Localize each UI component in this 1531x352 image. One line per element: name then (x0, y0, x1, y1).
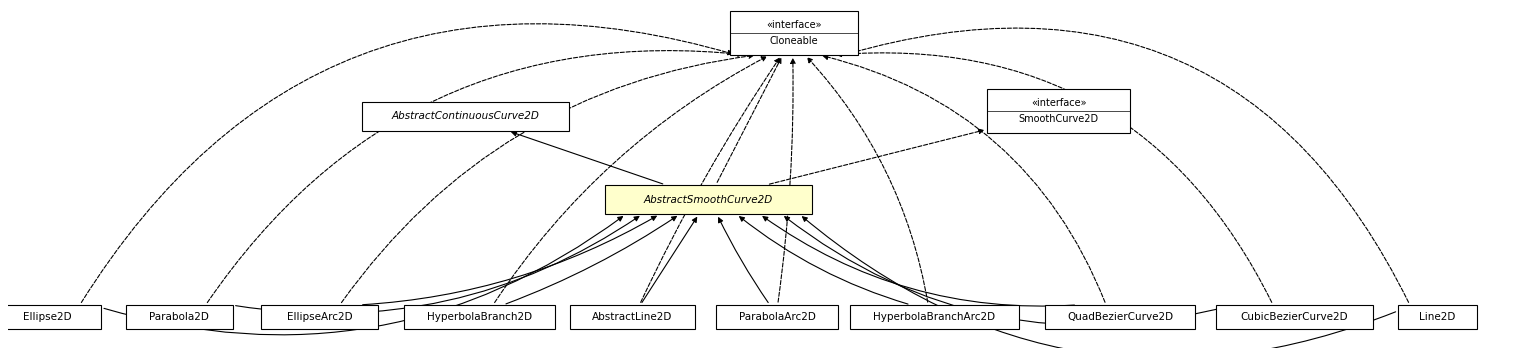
FancyArrowPatch shape (236, 216, 638, 313)
FancyArrowPatch shape (207, 51, 743, 303)
Text: Line2D: Line2D (1419, 312, 1456, 322)
FancyArrowPatch shape (341, 54, 753, 303)
Text: QuadBezierCurve2D: QuadBezierCurve2D (1067, 312, 1173, 322)
FancyArrowPatch shape (778, 59, 795, 302)
Bar (987, 89, 1130, 133)
FancyArrowPatch shape (81, 24, 732, 302)
Bar (730, 11, 859, 55)
FancyArrowPatch shape (363, 216, 657, 305)
FancyArrowPatch shape (837, 52, 1272, 302)
Bar (1398, 305, 1477, 329)
Bar (605, 185, 811, 214)
Bar (260, 305, 378, 329)
FancyArrowPatch shape (762, 216, 1075, 306)
FancyArrowPatch shape (495, 57, 766, 303)
Bar (0, 305, 101, 329)
FancyArrowPatch shape (808, 58, 928, 302)
FancyArrowPatch shape (641, 218, 697, 302)
Bar (850, 305, 1018, 329)
Text: «interface»: «interface» (767, 20, 822, 30)
FancyArrowPatch shape (770, 129, 983, 184)
FancyArrowPatch shape (824, 55, 1105, 302)
FancyArrowPatch shape (785, 217, 1231, 325)
FancyArrowPatch shape (802, 217, 1396, 352)
Bar (717, 305, 837, 329)
Text: EllipseArc2D: EllipseArc2D (286, 312, 352, 322)
FancyArrowPatch shape (848, 28, 1409, 302)
Text: Cloneable: Cloneable (770, 36, 819, 46)
Text: AbstractContinuousCurve2D: AbstractContinuousCurve2D (392, 111, 539, 121)
Text: Ellipse2D: Ellipse2D (23, 312, 72, 322)
FancyArrowPatch shape (505, 216, 677, 304)
FancyArrowPatch shape (104, 216, 623, 335)
FancyArrowPatch shape (640, 58, 779, 302)
FancyArrowPatch shape (717, 58, 781, 182)
Bar (1216, 305, 1373, 329)
Bar (570, 305, 695, 329)
Text: «interface»: «interface» (1030, 98, 1087, 108)
Bar (1046, 305, 1196, 329)
Text: ParabolaArc2D: ParabolaArc2D (738, 312, 816, 322)
Text: AbstractSmoothCurve2D: AbstractSmoothCurve2D (643, 195, 773, 205)
FancyArrowPatch shape (511, 132, 663, 184)
FancyArrowPatch shape (739, 217, 908, 304)
Text: HyperbolaBranchArc2D: HyperbolaBranchArc2D (873, 312, 995, 322)
Text: SmoothCurve2D: SmoothCurve2D (1018, 114, 1099, 124)
Bar (126, 305, 233, 329)
Text: CubicBezierCurve2D: CubicBezierCurve2D (1240, 312, 1349, 322)
Text: AbstractLine2D: AbstractLine2D (592, 312, 672, 322)
Bar (404, 305, 554, 329)
Text: HyperbolaBranch2D: HyperbolaBranch2D (427, 312, 533, 322)
Bar (361, 101, 570, 131)
FancyArrowPatch shape (718, 218, 769, 303)
Text: Parabola2D: Parabola2D (150, 312, 210, 322)
